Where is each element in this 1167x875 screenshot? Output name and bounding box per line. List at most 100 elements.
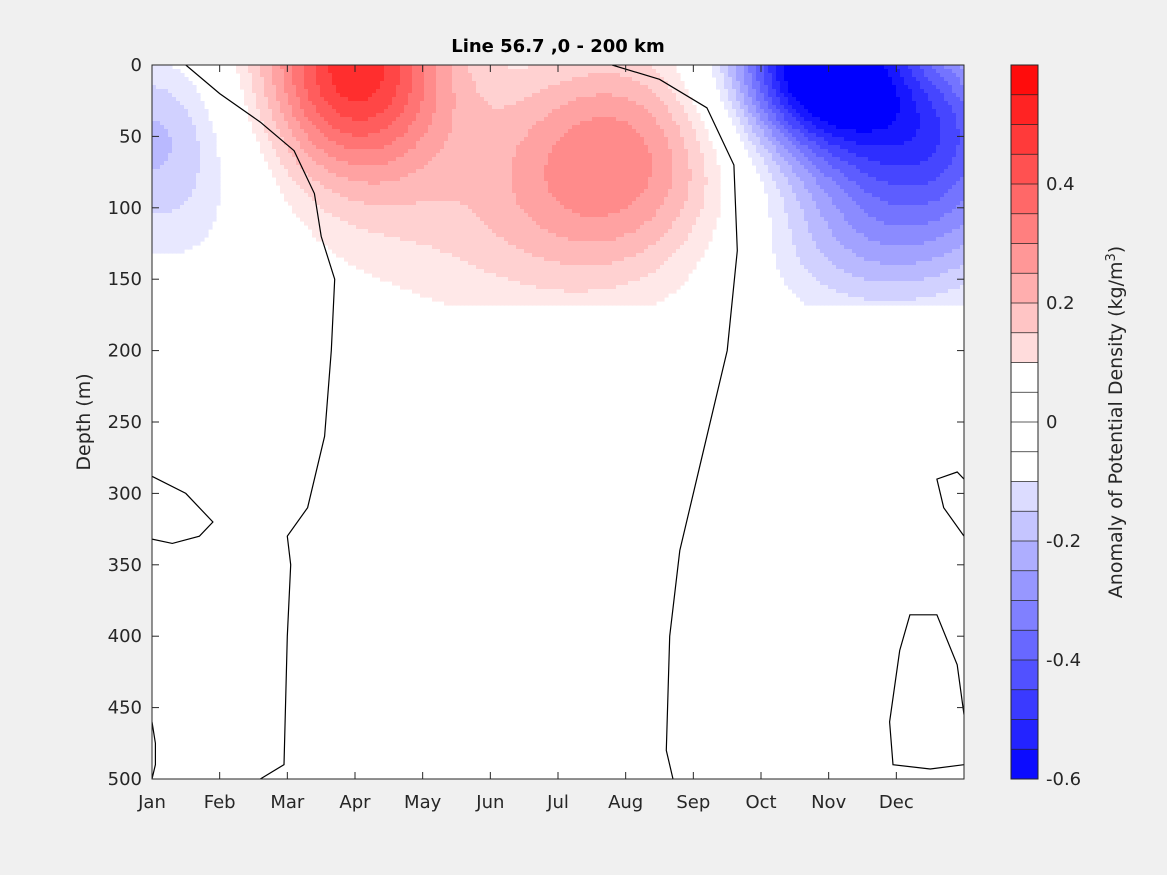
contour-cell — [168, 97, 173, 102]
contour-cell — [304, 69, 309, 74]
contour-cell — [692, 161, 697, 166]
contour-cell — [468, 89, 473, 94]
contour-cell — [924, 85, 929, 90]
contour-cell — [376, 129, 381, 134]
contour-cell — [324, 117, 329, 122]
contour-cell — [512, 65, 517, 70]
contour-cell — [380, 73, 385, 78]
contour-cell — [160, 65, 165, 70]
contour-cell — [916, 105, 921, 110]
contour-cell — [284, 113, 289, 118]
contour-cell — [528, 133, 533, 138]
contour-cell — [832, 149, 837, 154]
contour-cell — [264, 121, 269, 126]
contour-cell — [688, 117, 693, 122]
contour-cell — [844, 109, 849, 114]
contour-cell — [568, 113, 573, 118]
contour-cell — [348, 121, 353, 126]
contour-cell — [444, 109, 449, 114]
contour-cell — [760, 141, 765, 146]
contour-cell — [452, 125, 457, 130]
contour-cell — [736, 93, 741, 98]
contour-cell — [632, 133, 637, 138]
contour-cell — [604, 125, 609, 130]
contour-cell — [764, 81, 769, 86]
contour-cell — [772, 97, 777, 102]
contour-cell — [416, 81, 421, 86]
contour-cell — [168, 117, 173, 122]
contour-cell — [824, 169, 829, 174]
contour-cell — [276, 153, 281, 158]
contour-cell — [260, 109, 265, 114]
contour-cell — [944, 137, 949, 142]
contour-cell — [348, 133, 353, 138]
contour-cell — [560, 161, 565, 166]
contour-cell — [352, 129, 357, 134]
contour-cell — [536, 85, 541, 90]
contour-cell — [332, 93, 337, 98]
contour-cell — [728, 105, 733, 110]
contour-cell — [608, 125, 613, 130]
contour-cell — [160, 141, 165, 146]
contour-cell — [896, 137, 901, 142]
contour-cell — [800, 137, 805, 142]
contour-cell — [772, 129, 777, 134]
contour-cell — [236, 69, 241, 74]
contour-cell — [904, 141, 909, 146]
contour-cell — [344, 137, 349, 142]
contour-cell — [768, 161, 773, 166]
contour-cell — [404, 137, 409, 142]
contour-cell — [428, 113, 433, 118]
contour-cell — [500, 157, 505, 162]
contour-cell — [772, 73, 777, 78]
contour-cell — [804, 69, 809, 74]
contour-cell — [364, 85, 369, 90]
contour-cell — [916, 153, 921, 158]
contour-cell — [436, 121, 441, 126]
contour-cell — [452, 165, 457, 170]
contour-cell — [576, 133, 581, 138]
contour-cell — [192, 85, 197, 90]
contour-cell — [304, 105, 309, 110]
contour-cell — [956, 117, 961, 122]
contour-cell — [532, 149, 537, 154]
contour-cell — [744, 109, 749, 114]
contour-cell — [460, 73, 465, 78]
contour-cell — [384, 105, 389, 110]
contour-cell — [848, 141, 853, 146]
contour-cell — [700, 165, 705, 170]
contour-cell — [324, 173, 329, 178]
contour-cell — [876, 117, 881, 122]
contour-cell — [768, 141, 773, 146]
contour-cell — [824, 93, 829, 98]
contour-cell — [416, 161, 421, 166]
contour-cell — [624, 93, 629, 98]
contour-cell — [384, 133, 389, 138]
contour-cell — [584, 77, 589, 82]
contour-cell — [492, 89, 497, 94]
contour-cell — [316, 93, 321, 98]
contour-cell — [560, 129, 565, 134]
contour-cell — [336, 85, 341, 90]
contour-cell — [588, 157, 593, 162]
contour-cell — [180, 113, 185, 118]
contour-cell — [516, 93, 521, 98]
contour-cell — [828, 133, 833, 138]
contour-cell — [940, 169, 945, 174]
contour-cell — [896, 157, 901, 162]
contour-cell — [636, 169, 641, 174]
contour-cell — [672, 101, 677, 106]
contour-cell — [820, 81, 825, 86]
contour-cell — [740, 105, 745, 110]
contour-cell — [728, 113, 733, 118]
contour-cell — [808, 109, 813, 114]
contour-cell — [880, 117, 885, 122]
contour-cell — [308, 145, 313, 150]
contour-cell — [456, 153, 461, 158]
contour-cell — [588, 137, 593, 142]
contour-cell — [380, 125, 385, 130]
contour-cell — [588, 65, 593, 70]
contour-cell — [796, 89, 801, 94]
contour-cell — [940, 157, 945, 162]
contour-cell — [336, 117, 341, 122]
